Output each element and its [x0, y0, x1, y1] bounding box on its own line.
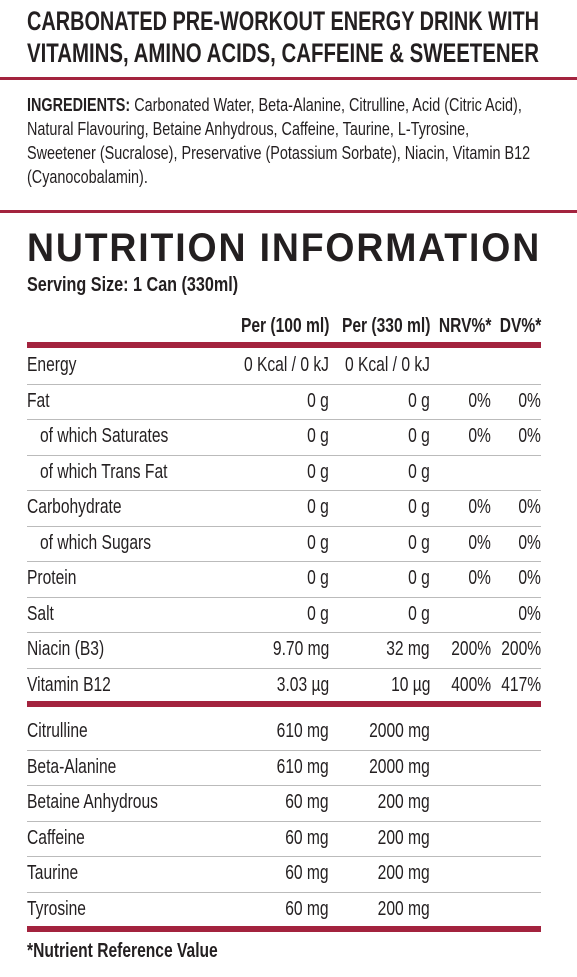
column-header: NRV%*	[438, 315, 491, 337]
row-value: 0%	[468, 496, 491, 518]
row-value: 0%	[468, 389, 491, 412]
row-label: Citrulline	[27, 720, 88, 742]
column-header: DV%*	[499, 315, 541, 337]
row-value: 0 g	[408, 460, 430, 483]
row-divider	[27, 490, 541, 491]
nutrition-title: NUTRITION INFORMATION	[27, 226, 542, 270]
row-value: 200 mg	[377, 897, 430, 920]
row-value: 0%	[518, 602, 541, 625]
row-value: 610 mg	[276, 755, 329, 778]
row-divider	[27, 632, 541, 633]
row-value: 2000 mg	[369, 720, 430, 742]
row-value: 0%	[518, 531, 541, 554]
row-divider	[27, 525, 541, 527]
row-value: 0%	[468, 531, 491, 554]
title-line: VITAMINS, AMINO ACIDS, CAFFEINE & SWEETE…	[27, 38, 540, 68]
row-value: 0%	[518, 567, 541, 589]
row-value: 3.03 µg	[276, 673, 329, 696]
row-value: 10 µg	[390, 673, 430, 696]
row-divider	[27, 856, 541, 857]
table-rule	[27, 342, 541, 348]
column-header: Per (330 ml)	[341, 315, 430, 337]
row-label: Salt	[27, 602, 54, 625]
row-value: 0 g	[408, 602, 430, 625]
row-value: 0 Kcal / 0 kJ	[345, 354, 430, 376]
row-label: Taurine	[27, 862, 79, 884]
divider	[0, 77, 577, 80]
row-label: Protein	[27, 567, 77, 589]
row-value: 200 mg	[377, 791, 430, 813]
title-line: CARBONATED PRE-WORKOUT ENERGY DRINK WITH	[27, 6, 539, 36]
row-value: 60 mg	[285, 791, 329, 813]
row-value: 60 mg	[285, 862, 329, 884]
row-divider	[27, 419, 541, 420]
row-value: 0%	[468, 425, 491, 447]
row-value: 0 g	[408, 389, 430, 412]
ingredients-label: INGREDIENTS:	[27, 95, 131, 115]
row-value: 2000 mg	[369, 755, 430, 778]
row-label: Beta-Alanine	[27, 755, 117, 778]
row-label: Betaine Anhydrous	[27, 791, 158, 813]
row-value: 200 mg	[377, 826, 430, 849]
row-value: 610 mg	[276, 720, 329, 742]
row-value: 417%	[501, 673, 541, 696]
row-label: Energy	[27, 354, 77, 376]
row-value: 0 g	[307, 496, 329, 518]
row-divider	[27, 596, 541, 598]
table-rule	[27, 701, 541, 707]
row-value: 0 g	[307, 389, 329, 412]
row-divider	[27, 785, 541, 786]
row-value: 0 g	[307, 425, 329, 447]
row-divider	[27, 667, 541, 669]
row-divider	[27, 383, 541, 385]
row-label: of which Sugars	[40, 531, 151, 554]
row-label: Tyrosine	[27, 897, 86, 920]
row-value: 0 g	[307, 602, 329, 625]
row-value: 0 g	[408, 531, 430, 554]
row-value: 0%	[518, 496, 541, 518]
serving-size: Serving Size: 1 Can (330ml)	[27, 274, 239, 296]
row-value: 60 mg	[285, 897, 329, 920]
row-label: Carbohydrate	[27, 496, 122, 518]
row-divider	[27, 749, 541, 751]
row-divider	[27, 891, 541, 893]
table-rule	[27, 926, 541, 932]
row-value: 32 mg	[386, 638, 430, 660]
footnote: *Nutrient Reference Value	[27, 940, 218, 962]
ingredients: INGREDIENTS: Carbonated Water, Beta-Alan…	[27, 93, 539, 189]
row-label: Vitamin B12	[27, 673, 111, 696]
column-header: Per (100 ml)	[240, 315, 329, 337]
row-divider	[27, 454, 541, 456]
row-value: 200%	[451, 638, 491, 660]
row-label: Niacin (B3)	[27, 638, 105, 660]
row-value: 0 g	[408, 496, 430, 518]
ingredients-text: Carbonated Water, Beta-Alanine, Citrulli…	[27, 95, 531, 187]
row-divider	[27, 561, 541, 562]
row-value: 0 g	[408, 425, 430, 447]
row-value: 400%	[451, 673, 491, 696]
row-value: 0 g	[307, 460, 329, 483]
row-label: of which Trans Fat	[40, 460, 168, 483]
row-value: 200 mg	[377, 862, 430, 884]
row-label: Caffeine	[27, 826, 85, 849]
row-value: 0 g	[307, 567, 329, 589]
row-value: 60 mg	[285, 826, 329, 849]
row-value: 200%	[501, 638, 541, 660]
row-value: 0 g	[408, 567, 430, 589]
row-value: 0%	[518, 389, 541, 412]
row-label: of which Saturates	[40, 425, 169, 447]
row-value: 9.70 mg	[272, 638, 329, 660]
divider	[0, 210, 577, 213]
row-value: 0 Kcal / 0 kJ	[244, 354, 329, 376]
row-divider	[27, 820, 541, 822]
row-value: 0%	[518, 425, 541, 447]
row-value: 0%	[468, 567, 491, 589]
row-value: 0 g	[307, 531, 329, 554]
row-label: Fat	[27, 389, 50, 412]
